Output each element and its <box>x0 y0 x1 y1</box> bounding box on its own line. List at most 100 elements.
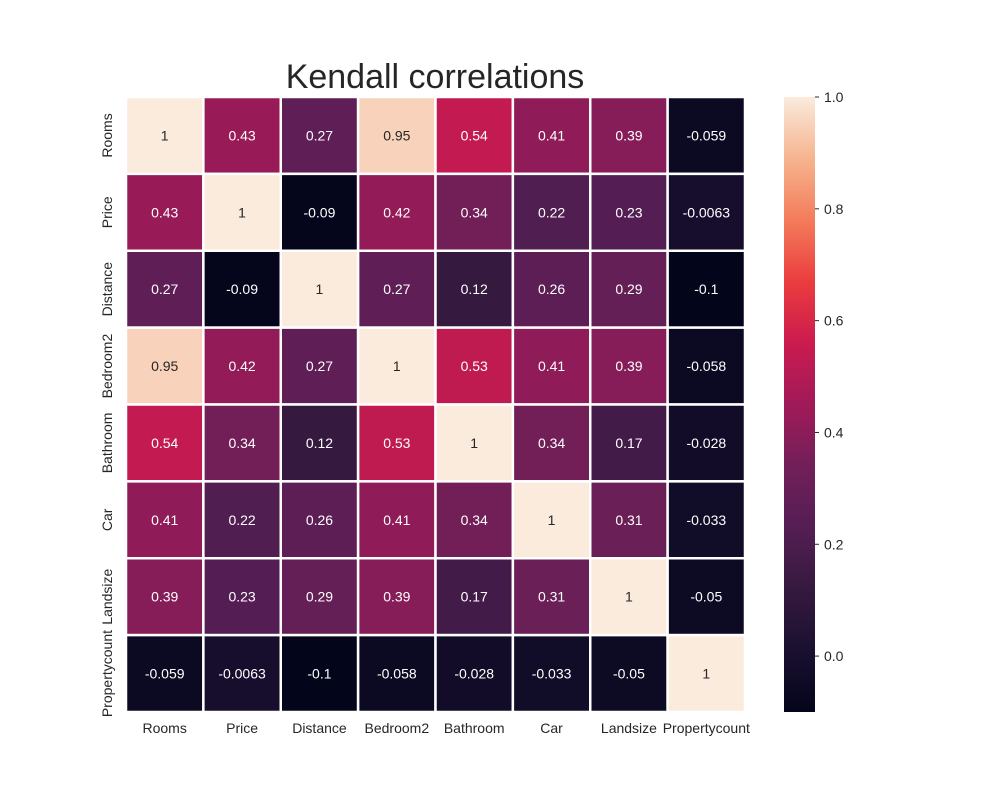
x-tick-label: Propertycount <box>663 720 750 736</box>
cell-value-label: 0.12 <box>461 281 488 297</box>
heatmap-cell <box>124 633 205 714</box>
heatmap-cells: 1 0.43 0.27 0.95 0.54 0.41 0.39 -0.059 0.43 1 -0.0… <box>124 95 747 714</box>
cell-value-label: -0.059 <box>145 666 185 682</box>
colorbar-tick-label: 0.6 <box>824 313 844 329</box>
cell-value-label: 0.12 <box>306 435 333 451</box>
colorbar: 0.0 0.2 0.4 0.6 0.8 1.0 <box>784 89 844 712</box>
chart-title: Kendall correlations <box>286 58 585 96</box>
cell-value-label: 0.54 <box>151 435 178 451</box>
heatmap-cell <box>589 249 669 329</box>
x-tick-label: Distance <box>292 720 347 736</box>
heatmap-cell <box>356 403 437 483</box>
cell-value-label: -0.05 <box>690 589 722 605</box>
cell-value-label: -0.1 <box>694 281 718 297</box>
cell-value-label: 0.27 <box>306 127 333 143</box>
y-tick-labels: Rooms Price Distance Bedroom2 Bathroom Car Lan… <box>99 113 115 717</box>
x-tick-label: Bathroom <box>444 720 505 736</box>
cell-value-label: -0.033 <box>532 666 572 682</box>
cell-value-label: 0.53 <box>383 435 410 451</box>
heatmap-cell <box>434 557 515 637</box>
heatmap-cell <box>356 249 437 329</box>
x-tick-label: Price <box>226 720 258 736</box>
y-tick-label: Rooms <box>99 113 115 157</box>
cell-value-label: 0.29 <box>615 281 642 297</box>
cell-value-label: 0.23 <box>228 589 255 605</box>
cell-value-label: 0.22 <box>538 204 565 220</box>
colorbar-tick-label: 0.8 <box>824 201 844 217</box>
heatmap-cell <box>511 480 592 560</box>
heatmap-cell <box>434 249 515 329</box>
cell-value-label: 0.39 <box>615 358 642 374</box>
cell-value-label: 0.27 <box>151 281 178 297</box>
y-tick-label: Bedroom2 <box>99 334 115 399</box>
cell-value-label: 0.31 <box>615 512 642 528</box>
y-tick-label: Price <box>99 196 115 228</box>
cell-value-label: -0.058 <box>377 666 417 682</box>
y-tick-label: Propertycount <box>99 630 115 717</box>
cell-value-label: 0.41 <box>383 512 410 528</box>
heatmap-cell <box>356 172 437 252</box>
cell-value-label: 0.39 <box>615 127 642 143</box>
heatmap-cell <box>666 557 747 637</box>
cell-value-label: 0.41 <box>538 358 565 374</box>
heatmap-cell <box>589 326 669 406</box>
heatmap-cell <box>279 326 360 406</box>
colorbar-tick-label: 0.2 <box>824 536 844 552</box>
cell-value-label: 1 <box>702 666 710 682</box>
cell-value-label: -0.033 <box>686 512 726 528</box>
cell-value-label: 0.27 <box>383 281 410 297</box>
cell-value-label: -0.1 <box>307 666 331 682</box>
cell-value-label: 0.17 <box>461 589 488 605</box>
cell-value-label: 0.39 <box>383 589 410 605</box>
y-tick-label: Car <box>99 508 115 531</box>
heatmap-cell <box>202 480 282 560</box>
cell-value-label: -0.028 <box>686 435 726 451</box>
heatmap-cell <box>202 172 282 252</box>
heatmap-cell <box>666 480 747 560</box>
cell-value-label: -0.0063 <box>683 204 731 220</box>
cell-value-label: 0.42 <box>383 204 410 220</box>
heatmap-cell <box>666 95 747 176</box>
cell-value-label: -0.05 <box>613 666 645 682</box>
cell-value-label: -0.059 <box>686 127 726 143</box>
x-tick-label: Bedroom2 <box>365 720 430 736</box>
colorbar-tick-label: 0.0 <box>824 648 844 664</box>
x-tick-label: Car <box>540 720 563 736</box>
cell-value-label: 0.27 <box>306 358 333 374</box>
y-tick-label: Bathroom <box>99 413 115 474</box>
cell-value-label: 0.22 <box>228 512 255 528</box>
heatmap-cell <box>666 633 747 714</box>
cell-value-label: 0.31 <box>538 589 565 605</box>
heatmap-cell <box>202 95 282 176</box>
cell-value-label: -0.028 <box>454 666 494 682</box>
heatmap-cell <box>511 249 592 329</box>
colorbar-tick-label: 1.0 <box>824 89 844 105</box>
cell-value-label: 0.34 <box>538 435 565 451</box>
cell-value-label: 1 <box>316 281 324 297</box>
heatmap-cell <box>511 557 592 637</box>
cell-value-label: 1 <box>625 589 633 605</box>
cell-value-label: -0.058 <box>686 358 726 374</box>
heatmap-cell <box>124 95 205 176</box>
cell-value-label: 0.54 <box>461 127 488 143</box>
cell-value-label: 0.95 <box>151 358 178 374</box>
cell-value-label: -0.0063 <box>218 666 266 682</box>
cell-value-label: 1 <box>470 435 478 451</box>
cell-value-label: 1 <box>161 127 169 143</box>
heatmap-cell <box>511 95 592 176</box>
cell-value-label: 1 <box>238 204 246 220</box>
cell-value-label: 0.39 <box>151 589 178 605</box>
cell-value-label: 0.34 <box>461 204 488 220</box>
heatmap-cell <box>589 480 669 560</box>
colorbar-tick-label: 0.4 <box>824 424 844 440</box>
cell-value-label: 0.34 <box>461 512 488 528</box>
cell-value-label: 1 <box>393 358 401 374</box>
colorbar-gradient <box>784 97 815 712</box>
cell-value-label: 0.42 <box>228 358 255 374</box>
cell-value-label: 0.26 <box>306 512 333 528</box>
heatmap-cell <box>356 633 437 714</box>
heatmap-cell <box>666 249 747 329</box>
cell-value-label: 0.43 <box>228 127 255 143</box>
cell-value-label: 0.26 <box>538 281 565 297</box>
cell-value-label: 0.43 <box>151 204 178 220</box>
